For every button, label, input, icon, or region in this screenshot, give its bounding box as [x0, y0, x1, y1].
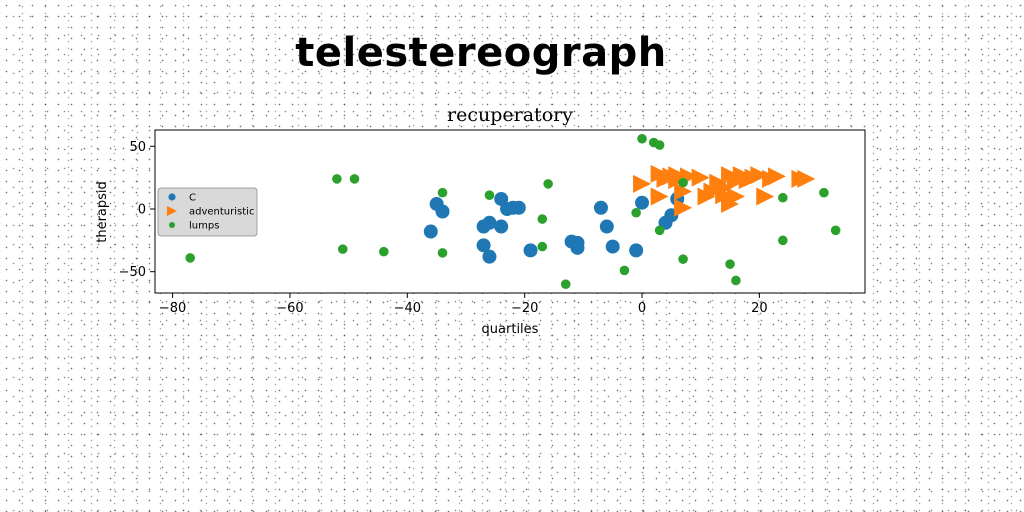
x-axis: −80 −60 −40 −20 0 20	[159, 293, 768, 316]
data-point-lumps	[725, 259, 735, 269]
data-point-lumps	[437, 248, 448, 258]
y-axis-label: therapsid	[95, 181, 110, 243]
chart-title: recuperatory	[447, 104, 573, 126]
data-point-lumps	[637, 133, 647, 144]
data-point-c	[635, 195, 650, 210]
x-tick-label: −40	[394, 301, 421, 316]
data-point-adventuristic	[674, 198, 693, 217]
data-point-c	[482, 249, 497, 264]
data-point-c	[476, 238, 491, 253]
series-lumps	[185, 133, 841, 290]
data-point-lumps	[778, 235, 788, 246]
x-tick-label: −60	[276, 301, 303, 316]
figure-title: telestereograph	[295, 30, 667, 76]
data-point-lumps	[731, 275, 741, 286]
legend-marker-lumps	[169, 222, 175, 228]
legend-marker-adventuristic	[167, 206, 177, 216]
legend-marker-c	[168, 193, 176, 201]
data-point-lumps	[678, 177, 688, 188]
data-point-lumps	[830, 225, 841, 236]
data-point-c	[511, 200, 526, 215]
data-point-lumps	[819, 187, 829, 198]
data-point-lumps	[631, 207, 641, 218]
data-point-lumps	[619, 265, 630, 276]
data-point-adventuristic	[726, 187, 745, 206]
data-point-c	[482, 215, 497, 230]
x-tick-label: 0	[638, 301, 646, 316]
data-point-lumps	[537, 241, 548, 252]
data-point-adventuristic	[650, 187, 669, 206]
legend-label: adventuristic	[189, 207, 254, 218]
data-point-lumps	[537, 214, 548, 224]
data-point-lumps	[437, 187, 448, 198]
x-axis-label: quartiles	[482, 322, 539, 337]
y-tick-label: −50	[119, 265, 146, 280]
data-point-c	[523, 243, 538, 258]
data-point-c	[629, 243, 644, 258]
x-tick-label: 20	[751, 301, 768, 316]
y-axis: −50 0 50	[119, 140, 155, 280]
data-point-c	[570, 240, 585, 255]
data-point-adventuristic	[703, 182, 722, 201]
data-point-lumps	[349, 174, 360, 184]
data-point-lumps	[484, 190, 495, 200]
legend-label: C	[189, 193, 196, 204]
data-point-adventuristic	[750, 166, 769, 185]
data-point-lumps	[543, 179, 553, 189]
data-point-adventuristic	[767, 167, 786, 186]
data-point-lumps	[332, 174, 342, 184]
data-point-c	[599, 219, 614, 234]
data-point-lumps	[379, 246, 389, 257]
y-tick-label: 50	[129, 140, 146, 155]
data-point-adventuristic	[668, 171, 687, 190]
x-tick-label: −80	[159, 301, 186, 316]
data-point-lumps	[778, 192, 788, 203]
x-tick-label: −20	[511, 301, 538, 316]
data-point-lumps	[678, 254, 688, 264]
data-point-c	[494, 219, 509, 234]
y-tick-label: 0	[138, 202, 146, 217]
data-point-c	[435, 204, 450, 219]
data-point-lumps	[185, 253, 196, 263]
data-point-c	[423, 224, 438, 239]
data-point-lumps	[560, 279, 571, 290]
legend-box	[157, 187, 258, 237]
data-point-lumps	[654, 225, 665, 236]
data-point-adventuristic	[797, 169, 816, 188]
data-point-adventuristic	[756, 187, 775, 206]
data-points	[185, 133, 841, 290]
series-adventuristic	[633, 164, 816, 217]
data-point-adventuristic	[633, 174, 652, 193]
legend-label: lumps	[189, 221, 219, 232]
data-point-adventuristic	[674, 182, 693, 201]
data-point-c	[605, 239, 620, 254]
data-point-lumps	[654, 140, 665, 150]
series-c	[423, 191, 685, 264]
data-point-adventuristic	[691, 168, 710, 187]
data-point-c	[593, 200, 608, 215]
data-point-adventuristic	[715, 186, 734, 205]
data-point-lumps	[337, 244, 348, 254]
data-point-adventuristic	[721, 194, 740, 213]
